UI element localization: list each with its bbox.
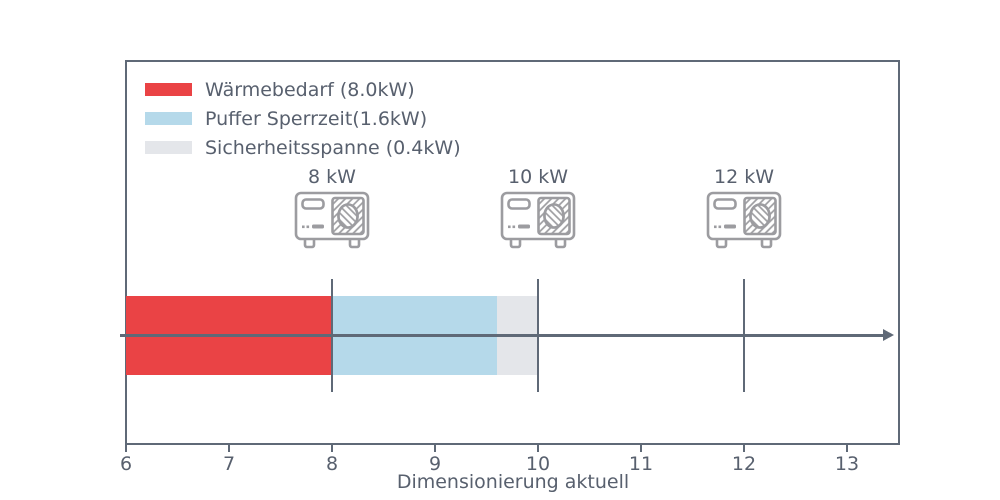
- legend-swatch-icon: [145, 141, 192, 154]
- marker-label: 10 kW: [507, 166, 568, 188]
- legend-item: Wärmebedarf (8.0kW): [145, 75, 461, 104]
- marker-label: 12 kW: [713, 166, 774, 188]
- legend-label: Wärmebedarf (8.0kW): [205, 78, 415, 101]
- x-tick-label: 10: [525, 453, 551, 475]
- axis-arrow-line: [119, 334, 886, 337]
- marker-group: 10 kW: [468, 166, 608, 255]
- x-tick: [845, 444, 849, 452]
- legend: Wärmebedarf (8.0kW) Puffer Sperrzeit(1.6k…: [145, 75, 461, 162]
- legend-label: Sicherheitsspanne (0.4kW): [205, 136, 461, 159]
- legend-swatch-icon: [145, 112, 192, 125]
- heat-pump-icon: [499, 191, 577, 251]
- x-tick: [330, 444, 334, 452]
- legend-item: Sicherheitsspanne (0.4kW): [145, 133, 461, 162]
- plot-frame: [125, 60, 900, 445]
- x-tick-label: 8: [325, 453, 339, 475]
- x-tick: [639, 444, 643, 452]
- x-tick: [433, 444, 437, 452]
- x-tick-label: 12: [731, 453, 757, 475]
- legend-swatch-icon: [145, 83, 192, 96]
- x-tick: [124, 444, 128, 452]
- x-axis-label: Dimensionierung aktuell: [396, 471, 630, 493]
- x-tick-label: 11: [628, 453, 654, 475]
- legend-item: Puffer Sperrzeit(1.6kW): [145, 104, 461, 133]
- x-tick-label: 7: [222, 453, 236, 475]
- marker-group: 8 kW: [262, 166, 402, 255]
- x-tick-label: 13: [834, 453, 860, 475]
- x-tick: [536, 444, 540, 452]
- x-tick-label: 6: [119, 453, 133, 475]
- marker-label: 8 kW: [308, 166, 356, 188]
- x-tick: [742, 444, 746, 452]
- marker-group: 12 kW: [674, 166, 814, 255]
- heat-pump-icon: [705, 191, 783, 251]
- heat-pump-icon: [293, 191, 371, 251]
- x-tick-label: 9: [428, 453, 442, 475]
- x-tick: [227, 444, 231, 452]
- axis-arrow-head-icon: [883, 329, 895, 341]
- legend-label: Puffer Sperrzeit(1.6kW): [205, 107, 428, 130]
